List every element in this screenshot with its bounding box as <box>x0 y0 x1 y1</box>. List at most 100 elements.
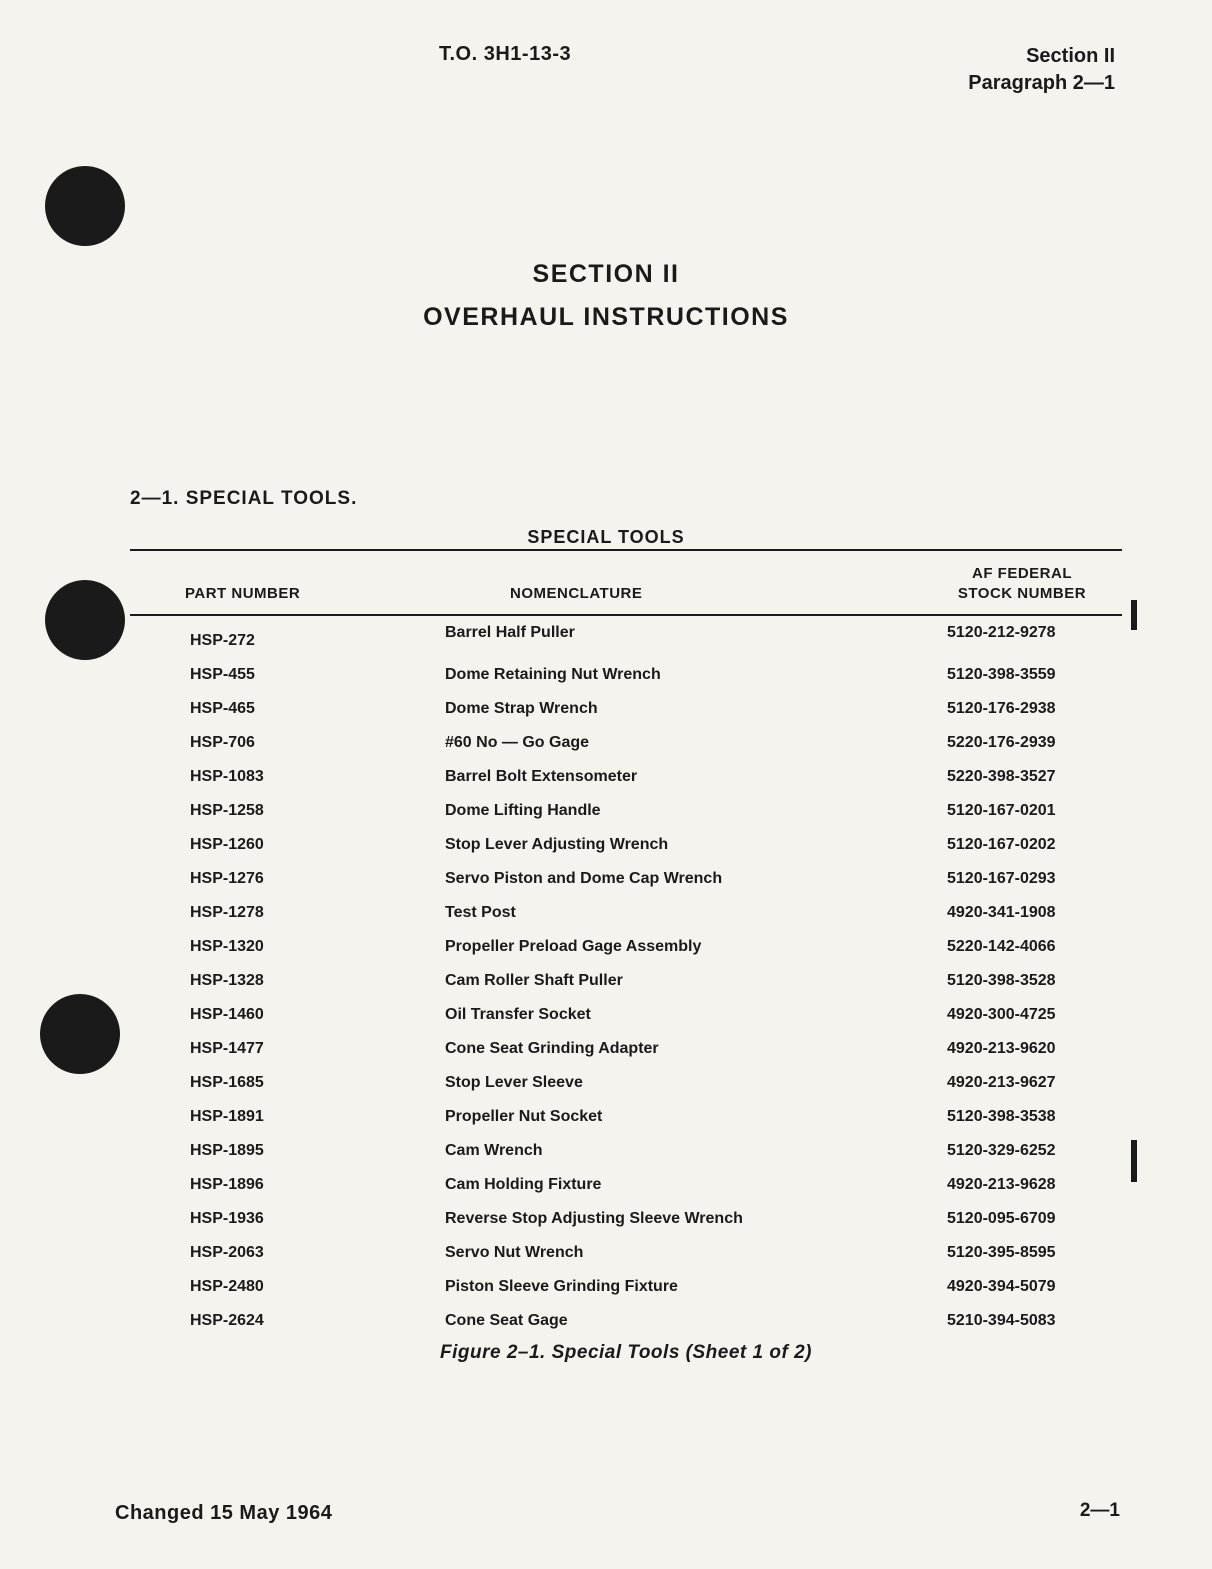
cell-stock: 5220-398-3527 <box>922 760 1122 794</box>
cell-nomenclature: Piston Sleeve Grinding Fixture <box>445 1270 922 1304</box>
table-row: HSP-272Barrel Half Puller5120-212-9278 <box>130 615 1122 658</box>
cell-part: HSP-2624 <box>130 1304 445 1338</box>
cell-nomenclature: Barrel Bolt Extensometer <box>445 760 922 794</box>
cell-part: HSP-2063 <box>130 1236 445 1270</box>
special-tools-table: PART NUMBER NOMENCLATURE AF FEDERAL STOC… <box>130 549 1122 1364</box>
cell-nomenclature: Stop Lever Sleeve <box>445 1066 922 1100</box>
paragraph-label: Paragraph 2—1 <box>968 70 1115 97</box>
cell-part: HSP-1896 <box>130 1168 445 1202</box>
cell-stock: 4920-213-9627 <box>922 1066 1122 1100</box>
cell-stock: 5120-167-0202 <box>922 828 1122 862</box>
cell-nomenclature: Cam Holding Fixture <box>445 1168 922 1202</box>
cell-part: HSP-1320 <box>130 930 445 964</box>
to-number: T.O. 3H1-13-3 <box>439 43 571 66</box>
table-row: HSP-465Dome Strap Wrench5120-176-2938 <box>130 692 1122 726</box>
cell-part: HSP-706 <box>130 726 445 760</box>
table-row: HSP-2480Piston Sleeve Grinding Fixture49… <box>130 1270 1122 1304</box>
cell-stock: 5120-167-0293 <box>922 862 1122 896</box>
cell-nomenclature: Propeller Nut Socket <box>445 1100 922 1134</box>
footer-page-number: 2—1 <box>1080 1500 1120 1522</box>
paragraph-heading: 2—1. SPECIAL TOOLS. <box>130 488 357 510</box>
cell-nomenclature: Barrel Half Puller <box>445 615 922 658</box>
col-header-nomenclature: NOMENCLATURE <box>445 550 922 615</box>
cell-stock: 5120-212-9278 <box>922 615 1122 658</box>
cell-part: HSP-1258 <box>130 794 445 828</box>
cell-nomenclature: Oil Transfer Socket <box>445 998 922 1032</box>
table-row: HSP-1260Stop Lever Adjusting Wrench5120-… <box>130 828 1122 862</box>
cell-nomenclature: Cone Seat Gage <box>445 1304 922 1338</box>
table-row: HSP-1083Barrel Bolt Extensometer5220-398… <box>130 760 1122 794</box>
cell-stock: 5120-095-6709 <box>922 1202 1122 1236</box>
cell-nomenclature: #60 No — Go Gage <box>445 726 922 760</box>
section-number: SECTION II <box>0 260 1212 289</box>
punch-hole-icon <box>45 166 125 246</box>
table-row: HSP-1936Reverse Stop Adjusting Sleeve Wr… <box>130 1202 1122 1236</box>
cell-part: HSP-1891 <box>130 1100 445 1134</box>
table-row: HSP-455Dome Retaining Nut Wrench5120-398… <box>130 658 1122 692</box>
cell-nomenclature: Reverse Stop Adjusting Sleeve Wrench <box>445 1202 922 1236</box>
cell-part: HSP-1477 <box>130 1032 445 1066</box>
figure-caption: Figure 2–1. Special Tools (Sheet 1 of 2) <box>130 1342 1122 1364</box>
punch-hole-icon <box>45 580 125 660</box>
table-row: HSP-1276Servo Piston and Dome Cap Wrench… <box>130 862 1122 896</box>
cell-part: HSP-1278 <box>130 896 445 930</box>
table-row: HSP-1891Propeller Nut Socket5120-398-353… <box>130 1100 1122 1134</box>
col-header-stock-l2: STOCK NUMBER <box>958 585 1086 602</box>
punch-hole-icon <box>40 994 120 1074</box>
header-right: Section II Paragraph 2—1 <box>968 43 1115 97</box>
cell-stock: 5120-176-2938 <box>922 692 1122 726</box>
cell-nomenclature: Servo Nut Wrench <box>445 1236 922 1270</box>
section-title-block: SECTION II OVERHAUL INSTRUCTIONS <box>0 260 1212 332</box>
table-row: HSP-1895Cam Wrench5120-329-6252 <box>130 1134 1122 1168</box>
cell-part: HSP-1895 <box>130 1134 445 1168</box>
cell-part: HSP-1685 <box>130 1066 445 1100</box>
cell-stock: 5220-176-2939 <box>922 726 1122 760</box>
cell-stock: 5210-394-5083 <box>922 1304 1122 1338</box>
cell-part: HSP-455 <box>130 658 445 692</box>
cell-part: HSP-1460 <box>130 998 445 1032</box>
section-label: Section II <box>968 43 1115 70</box>
table-row: HSP-1278Test Post4920-341-1908 <box>130 896 1122 930</box>
col-header-stock: AF FEDERAL STOCK NUMBER <box>922 550 1122 615</box>
cell-part: HSP-1083 <box>130 760 445 794</box>
cell-stock: 4920-213-9628 <box>922 1168 1122 1202</box>
table-row: HSP-1477Cone Seat Grinding Adapter4920-2… <box>130 1032 1122 1066</box>
change-bar-icon <box>1131 1140 1137 1182</box>
cell-part: HSP-272 <box>130 615 445 658</box>
table-row: HSP-706#60 No — Go Gage5220-176-2939 <box>130 726 1122 760</box>
cell-stock: 5120-395-8595 <box>922 1236 1122 1270</box>
cell-nomenclature: Cone Seat Grinding Adapter <box>445 1032 922 1066</box>
cell-part: HSP-2480 <box>130 1270 445 1304</box>
table-row: HSP-1896Cam Holding Fixture4920-213-9628 <box>130 1168 1122 1202</box>
cell-stock: 5120-398-3528 <box>922 964 1122 998</box>
col-header-stock-l1: AF FEDERAL <box>972 565 1072 582</box>
cell-stock: 5120-329-6252 <box>922 1134 1122 1168</box>
cell-part: HSP-465 <box>130 692 445 726</box>
cell-stock: 4920-300-4725 <box>922 998 1122 1032</box>
table-row: HSP-1258Dome Lifting Handle5120-167-0201 <box>130 794 1122 828</box>
cell-stock: 5120-398-3538 <box>922 1100 1122 1134</box>
cell-part: HSP-1328 <box>130 964 445 998</box>
cell-stock: 5120-398-3559 <box>922 658 1122 692</box>
cell-stock: 4920-341-1908 <box>922 896 1122 930</box>
table-row: HSP-1685Stop Lever Sleeve4920-213-9627 <box>130 1066 1122 1100</box>
footer-changed: Changed 15 May 1964 <box>115 1502 332 1525</box>
page: T.O. 3H1-13-3 Section II Paragraph 2—1 S… <box>0 0 1212 1569</box>
cell-nomenclature: Dome Strap Wrench <box>445 692 922 726</box>
cell-nomenclature: Dome Retaining Nut Wrench <box>445 658 922 692</box>
col-header-part: PART NUMBER <box>130 550 445 615</box>
table-row: HSP-1320Propeller Preload Gage Assembly5… <box>130 930 1122 964</box>
cell-nomenclature: Test Post <box>445 896 922 930</box>
cell-stock: 5120-167-0201 <box>922 794 1122 828</box>
table-row: HSP-2624Cone Seat Gage5210-394-5083 <box>130 1304 1122 1338</box>
change-bar-icon <box>1131 600 1137 630</box>
cell-stock: 4920-213-9620 <box>922 1032 1122 1066</box>
section-name: OVERHAUL INSTRUCTIONS <box>0 303 1212 332</box>
table-row: HSP-1460Oil Transfer Socket4920-300-4725 <box>130 998 1122 1032</box>
cell-nomenclature: Servo Piston and Dome Cap Wrench <box>445 862 922 896</box>
table-row: HSP-2063Servo Nut Wrench5120-395-8595 <box>130 1236 1122 1270</box>
table-row: HSP-1328Cam Roller Shaft Puller5120-398-… <box>130 964 1122 998</box>
cell-nomenclature: Stop Lever Adjusting Wrench <box>445 828 922 862</box>
cell-nomenclature: Propeller Preload Gage Assembly <box>445 930 922 964</box>
cell-part: HSP-1276 <box>130 862 445 896</box>
